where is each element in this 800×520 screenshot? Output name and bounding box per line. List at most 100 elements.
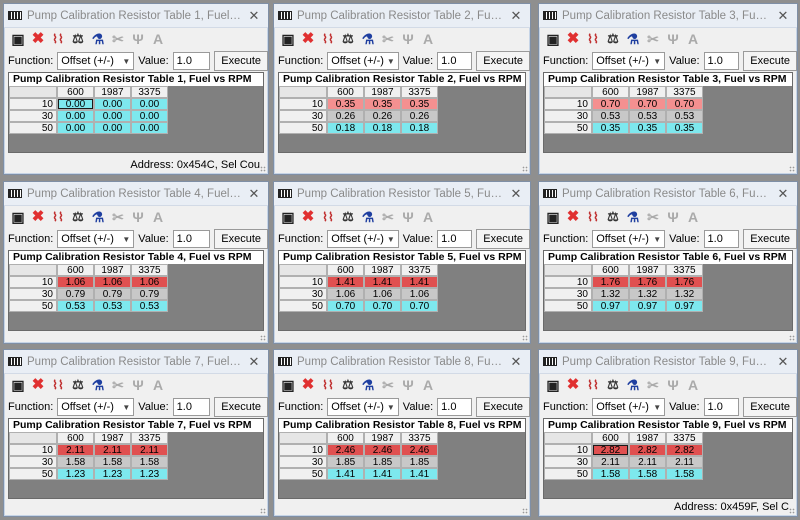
table-cell[interactable]: 0.53 — [666, 110, 703, 122]
delete-icon[interactable]: ✖ — [31, 208, 45, 225]
resize-grip[interactable] — [522, 508, 528, 514]
table-cell[interactable]: 1.76 — [629, 276, 666, 288]
graph-icon[interactable]: ⌇⌇ — [52, 378, 64, 392]
close-button[interactable]: ✕ — [777, 185, 789, 201]
value-input[interactable]: 1.0 — [703, 230, 740, 248]
table-cell[interactable]: 0.18 — [327, 122, 364, 134]
flask-icon[interactable]: ⚗ — [361, 209, 375, 225]
title-bar[interactable]: Pump Calibration Resistor Table 3, Fuel … — [539, 4, 797, 28]
table-cell[interactable]: 0.18 — [364, 122, 401, 134]
resize-grip[interactable] — [260, 166, 266, 172]
graph-icon[interactable]: ⌇⌇ — [322, 378, 334, 392]
save-icon[interactable]: ▣ — [281, 31, 295, 47]
table-cell[interactable]: 0.79 — [94, 288, 131, 300]
table-cell[interactable]: 0.97 — [666, 300, 703, 312]
table-cell[interactable]: 1.32 — [592, 288, 629, 300]
delete-icon[interactable]: ✖ — [31, 30, 45, 47]
table-cell[interactable]: 0.53 — [57, 300, 94, 312]
table-cell[interactable]: 2.46 — [364, 444, 401, 456]
table-cell[interactable]: 0.00 — [57, 122, 94, 134]
save-icon[interactable]: ▣ — [281, 209, 295, 225]
table-cell[interactable]: 1.23 — [94, 468, 131, 480]
function-select[interactable]: Offset (+/-) ▼ — [57, 52, 135, 70]
table-cell[interactable]: 1.06 — [94, 276, 131, 288]
title-bar[interactable]: Pump Calibration Resistor Table 4, Fuel … — [4, 182, 268, 206]
table-cell[interactable]: 0.70 — [401, 300, 438, 312]
save-icon[interactable]: ▣ — [546, 377, 560, 393]
table-cell[interactable]: 1.06 — [364, 288, 401, 300]
resize-grip[interactable] — [260, 508, 266, 514]
table-cell[interactable]: 0.00 — [94, 98, 131, 110]
table-cell[interactable]: 0.35 — [327, 98, 364, 110]
title-bar[interactable]: Pump Calibration Resistor Table 7, Fuel … — [4, 350, 268, 374]
balance-icon[interactable]: ⚖ — [72, 31, 84, 46]
execute-button[interactable]: Execute — [476, 229, 530, 249]
resize-grip[interactable] — [260, 335, 266, 341]
table-cell[interactable]: 1.23 — [131, 468, 168, 480]
table-cell[interactable]: 0.26 — [327, 110, 364, 122]
table-cell[interactable]: 0.53 — [131, 300, 168, 312]
balance-icon[interactable]: ⚖ — [607, 377, 619, 392]
balance-icon[interactable]: ⚖ — [607, 31, 619, 46]
table-cell[interactable]: 1.41 — [401, 468, 438, 480]
value-input[interactable]: 1.0 — [172, 52, 211, 70]
close-button[interactable]: ✕ — [510, 185, 522, 201]
title-bar[interactable]: Pump Calibration Resistor Table 5, Fuel … — [274, 182, 530, 206]
table-cell[interactable]: 1.41 — [327, 276, 364, 288]
table-cell[interactable]: 0.70 — [327, 300, 364, 312]
table-cell[interactable]: 1.06 — [401, 288, 438, 300]
table-cell[interactable]: 1.32 — [666, 288, 703, 300]
table-cell[interactable]: 2.46 — [327, 444, 364, 456]
table-cell[interactable]: 1.76 — [666, 276, 703, 288]
table-cell[interactable]: 0.00 — [131, 98, 168, 110]
table-cell[interactable]: 1.58 — [57, 456, 94, 468]
table-cell[interactable]: 1.06 — [327, 288, 364, 300]
graph-icon[interactable]: ⌇⌇ — [587, 32, 599, 46]
value-input[interactable]: 1.0 — [437, 398, 473, 416]
resize-grip[interactable] — [789, 166, 795, 172]
delete-icon[interactable]: ✖ — [301, 208, 315, 225]
table-cell[interactable]: 2.82 — [629, 444, 666, 456]
delete-icon[interactable]: ✖ — [301, 30, 315, 47]
balance-icon[interactable]: ⚖ — [342, 209, 354, 224]
title-bar[interactable]: Pump Calibration Resistor Table 6, Fuel … — [539, 182, 797, 206]
value-input[interactable]: 1.0 — [437, 230, 473, 248]
table-cell[interactable]: 1.41 — [364, 276, 401, 288]
table-cell[interactable]: 0.35 — [592, 122, 629, 134]
save-icon[interactable]: ▣ — [546, 209, 560, 225]
save-icon[interactable]: ▣ — [546, 31, 560, 47]
table-cell[interactable]: 1.23 — [57, 468, 94, 480]
table-cell[interactable]: 1.41 — [364, 468, 401, 480]
value-input[interactable]: 1.0 — [172, 230, 211, 248]
resize-grip[interactable] — [789, 508, 795, 514]
table-cell[interactable]: 2.11 — [666, 456, 703, 468]
execute-button[interactable]: Execute — [214, 229, 268, 249]
table-window-4[interactable]: Pump Calibration Resistor Table 4, Fuel … — [3, 181, 269, 344]
table-cell[interactable]: 0.53 — [629, 110, 666, 122]
flask-icon[interactable]: ⚗ — [91, 31, 105, 47]
table-cell[interactable]: 1.58 — [94, 456, 131, 468]
graph-icon[interactable]: ⌇⌇ — [52, 32, 64, 46]
function-select[interactable]: Offset (+/-) ▼ — [592, 398, 666, 416]
balance-icon[interactable]: ⚖ — [342, 31, 354, 46]
title-bar[interactable]: Pump Calibration Resistor Table 8, Fuel … — [274, 350, 530, 374]
table-cell[interactable]: 0.35 — [666, 122, 703, 134]
table-cell[interactable]: 0.97 — [592, 300, 629, 312]
balance-icon[interactable]: ⚖ — [342, 377, 354, 392]
table-window-7[interactable]: Pump Calibration Resistor Table 7, Fuel … — [3, 349, 269, 517]
graph-icon[interactable]: ⌇⌇ — [587, 378, 599, 392]
flask-icon[interactable]: ⚗ — [626, 377, 640, 393]
table-cell[interactable]: 0.97 — [629, 300, 666, 312]
table-cell[interactable]: 0.35 — [629, 122, 666, 134]
execute-button[interactable]: Execute — [476, 397, 530, 417]
table-cell[interactable]: 1.58 — [131, 456, 168, 468]
table-cell[interactable]: 0.35 — [364, 98, 401, 110]
table-cell[interactable]: 0.00 — [94, 110, 131, 122]
graph-icon[interactable]: ⌇⌇ — [52, 210, 64, 224]
value-input[interactable]: 1.0 — [703, 398, 740, 416]
value-input[interactable]: 1.0 — [172, 398, 211, 416]
value-input[interactable]: 1.0 — [437, 52, 473, 70]
resize-grip[interactable] — [522, 166, 528, 172]
table-cell[interactable]: 1.85 — [401, 456, 438, 468]
resize-grip[interactable] — [789, 335, 795, 341]
